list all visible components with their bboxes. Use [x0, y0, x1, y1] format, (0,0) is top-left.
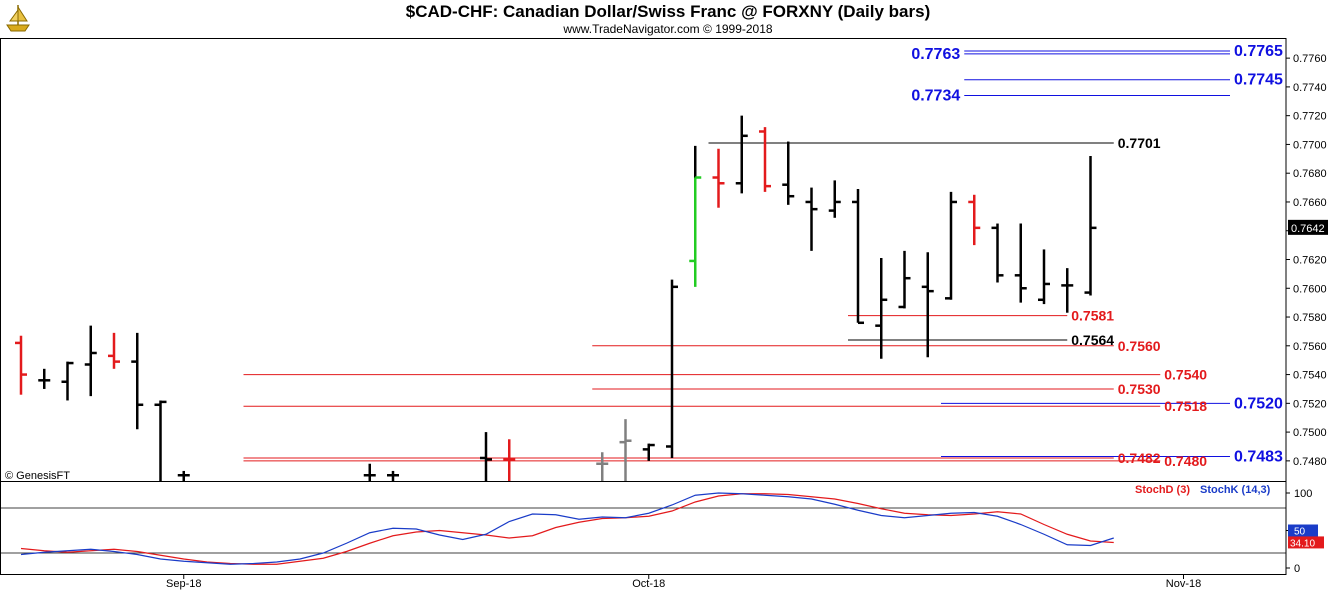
- watermark-text: © GenesisFT: [5, 470, 70, 482]
- price-tick-label: 0.7500: [1293, 427, 1327, 439]
- ohlc-bar: [38, 368, 51, 389]
- ohlc-bar: [852, 189, 864, 325]
- ohlc-bar: [782, 141, 795, 205]
- price-tick-label: 0.7520: [1293, 398, 1327, 410]
- ohlc-bar: [945, 191, 957, 300]
- ohlc-bar: [480, 432, 492, 481]
- price-pane-frame: [0, 38, 1287, 482]
- ohlc-bar: [61, 361, 74, 401]
- level-label: 0.7483: [1234, 449, 1283, 466]
- ohlc-bar: [108, 332, 120, 369]
- ohlc-bar: [131, 332, 144, 430]
- ohlc-bar: [596, 452, 609, 481]
- level-label: 0.7540: [1164, 367, 1207, 383]
- level-label: 0.7482: [1118, 450, 1161, 466]
- ohlc-bar: [1084, 155, 1097, 296]
- ohlc-bar: [921, 252, 934, 358]
- price-tick-label: 0.7600: [1293, 283, 1327, 295]
- price-tick-label: 0.7580: [1293, 312, 1327, 324]
- level-label: 0.7480: [1164, 453, 1207, 469]
- price-tick-label: 0.7620: [1293, 255, 1327, 267]
- date-tick-label: Oct-18: [632, 578, 665, 590]
- ohlc-bar: [1038, 249, 1050, 305]
- tradenavigator-ship-logo-icon: [4, 3, 32, 33]
- stoch-d-value-box: [1288, 536, 1324, 549]
- ohlc-bar: [968, 194, 981, 246]
- chart-title: $CAD-CHF: Canadian Dollar/Swiss Franc @ …: [405, 2, 931, 21]
- stoch-k-value: 50: [1294, 527, 1306, 538]
- level-label: 0.7734: [911, 88, 960, 105]
- level-label: 0.7701: [1118, 135, 1161, 151]
- price-tick-label: 0.7540: [1293, 370, 1327, 382]
- price-tick-label: 0.7680: [1293, 168, 1327, 180]
- price-tick-label: 0.7720: [1293, 111, 1327, 123]
- ohlc-bar: [177, 470, 190, 481]
- ohlc-bar: [1014, 223, 1027, 303]
- ohlc-bar: [619, 419, 632, 481]
- date-tick-label: Sep-18: [166, 578, 201, 590]
- ohlc-bar: [503, 439, 516, 481]
- ohlc-bar: [898, 250, 911, 309]
- last-price-label: 0.7642: [1291, 223, 1325, 235]
- ohlc-bar: [642, 443, 655, 461]
- ohlc-bar: [15, 335, 27, 395]
- ohlc-bar: [363, 463, 376, 481]
- stoch-d-value: 34.10: [1290, 538, 1315, 549]
- stoch-tick-label: 100: [1294, 488, 1312, 500]
- level-label: 0.7564: [1071, 332, 1114, 348]
- price-tick-label: 0.7560: [1293, 341, 1327, 353]
- level-label: 0.7745: [1234, 72, 1283, 89]
- stoch-k-legend: StochK (14,3): [1200, 484, 1271, 496]
- ohlc-bar: [735, 115, 748, 194]
- price-tick-label: 0.7760: [1293, 53, 1327, 65]
- level-label: 0.7763: [911, 46, 960, 63]
- ohlc-bar: [759, 127, 771, 192]
- price-tick-label: 0.7700: [1293, 139, 1327, 151]
- ohlc-bar: [712, 148, 725, 208]
- stoch-pane-frame: [0, 481, 1287, 575]
- ohlc-bar: [84, 325, 97, 397]
- ohlc-bar: [805, 187, 818, 251]
- stoch-k-value-box: [1288, 524, 1318, 537]
- ohlc-bar: [154, 400, 167, 481]
- level-label: 0.7765: [1234, 43, 1283, 60]
- level-label: 0.7581: [1071, 308, 1114, 324]
- level-label: 0.7518: [1164, 398, 1207, 414]
- chart-subtitle: www.TradeNavigator.com © 1999-2018: [563, 22, 773, 36]
- date-tick-label: Nov-18: [1166, 578, 1201, 590]
- ohlc-bar: [387, 470, 399, 481]
- level-label: 0.7520: [1234, 395, 1283, 412]
- stoch-k-line: [20, 492, 1114, 565]
- ohlc-bar: [689, 145, 702, 287]
- ohlc-bar: [1061, 268, 1074, 313]
- stoch-tick-label: 0: [1294, 563, 1300, 575]
- level-label: 0.7560: [1118, 338, 1161, 354]
- last-price-box: [1288, 219, 1328, 235]
- stoch-d-legend: StochD (3): [1135, 484, 1190, 496]
- stoch-d-line: [20, 493, 1114, 565]
- ohlc-bar: [828, 180, 841, 218]
- price-tick-label: 0.7480: [1293, 456, 1327, 468]
- price-tick-label: 0.7660: [1293, 197, 1327, 209]
- ohlc-bar: [991, 223, 1004, 283]
- level-label: 0.7530: [1118, 381, 1161, 397]
- ohlc-bar: [666, 279, 678, 458]
- price-tick-label: 0.7740: [1293, 82, 1327, 94]
- ohlc-bar: [875, 258, 888, 359]
